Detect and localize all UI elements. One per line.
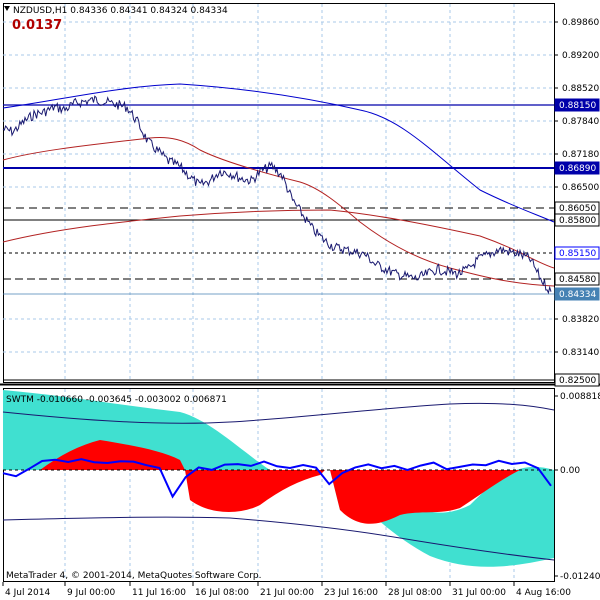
price-level-tags: 0.88150 0.86890 0.86050 0.85800 0.85150 0.845…	[554, 98, 600, 387]
price-tick-label: 0.88520	[562, 84, 599, 94]
indicator-upper-band	[2, 402, 555, 424]
indicator-cyan-area	[3, 390, 554, 567]
price-level-tag	[554, 161, 600, 175]
price-level-tag-label: 0.84580	[559, 275, 596, 285]
time-tick-label: 9 Jul 00:00	[67, 588, 116, 598]
indicator-signal-line	[2, 458, 552, 499]
price-level-tag-label: 0.82500	[559, 376, 596, 386]
price-level-tag-label: 0.84334	[559, 290, 596, 300]
price-tick-label: 0.87840	[562, 117, 599, 127]
main-grid	[3, 4, 554, 382]
indicator-tick-label: -0.012406	[560, 572, 600, 582]
level-lines	[3, 104, 554, 381]
time-tick-label: 21 Jul 00:00	[260, 588, 314, 598]
time-axis: 4 Jul 2014 9 Jul 00:00 11 Jul 16:00 16 Jul …	[2, 582, 571, 598]
price-level-tag	[554, 98, 600, 112]
symbol-dropdown-icon[interactable]	[4, 6, 10, 11]
price-tick-label: 0.83820	[562, 315, 599, 325]
price-level-tag-label: 0.85800	[559, 216, 596, 226]
price-level-tag	[554, 272, 600, 286]
time-tick-label: 23 Jul 16:00	[324, 588, 378, 598]
symbol-header: NZDUSD,H1 0.84336 0.84341 0.84324 0.8433…	[13, 6, 228, 16]
price-level-tag-label: 0.86890	[559, 164, 596, 174]
indicator-red-area	[3, 440, 520, 524]
price-level-tag	[554, 373, 600, 387]
indicator-header: SWTM -0.010660 -0.003645 -0.003002 0.006…	[6, 395, 227, 405]
price-axis: 0.89860 0.89200 0.88520 0.87840 0.87180 0.865…	[554, 18, 599, 358]
price-tick-label: 0.83140	[562, 348, 599, 358]
price-level-tag	[554, 287, 600, 301]
indicator-axis: 0.008818 0.00 -0.012406	[554, 392, 600, 582]
indicator-frame	[3, 388, 555, 582]
main-chart-frame	[3, 3, 555, 383]
price-level-tag-label: 0.88150	[559, 101, 596, 111]
ma-fast-line	[2, 209, 555, 269]
price-tick-label: 0.89860	[562, 18, 599, 28]
price-level-tag-label: 0.86050	[559, 204, 596, 214]
copyright-text: MetaTrader 4, © 2001-2014, MetaQuotes So…	[6, 571, 262, 581]
time-tick-label: 4 Aug 16:00	[516, 588, 571, 598]
time-tick-label: 28 Jul 08:00	[388, 588, 442, 598]
indicator-tick-label: 0.00	[560, 466, 580, 476]
ma-slow-line	[2, 83, 555, 223]
indicator-tick-label: 0.008818	[560, 392, 600, 402]
spread-value: 0.0137	[12, 18, 62, 33]
price-tick-label: 0.89200	[562, 51, 599, 61]
time-tick-label: 4 Jul 2014	[5, 588, 50, 598]
price-tick-label: 0.86500	[562, 183, 599, 193]
price-series	[2, 95, 552, 295]
price-tick-label: 0.87180	[562, 150, 599, 160]
price-level-tag-label: 0.85150	[559, 249, 596, 259]
ma-medium-line	[2, 137, 555, 287]
price-level-tag	[554, 213, 600, 227]
price-level-tag	[554, 246, 600, 260]
time-tick-label: 16 Jul 08:00	[195, 588, 249, 598]
indicator-lower-band	[2, 516, 555, 561]
time-tick-label: 31 Jul 00:00	[452, 588, 506, 598]
time-tick-label: 11 Jul 16:00	[132, 588, 186, 598]
